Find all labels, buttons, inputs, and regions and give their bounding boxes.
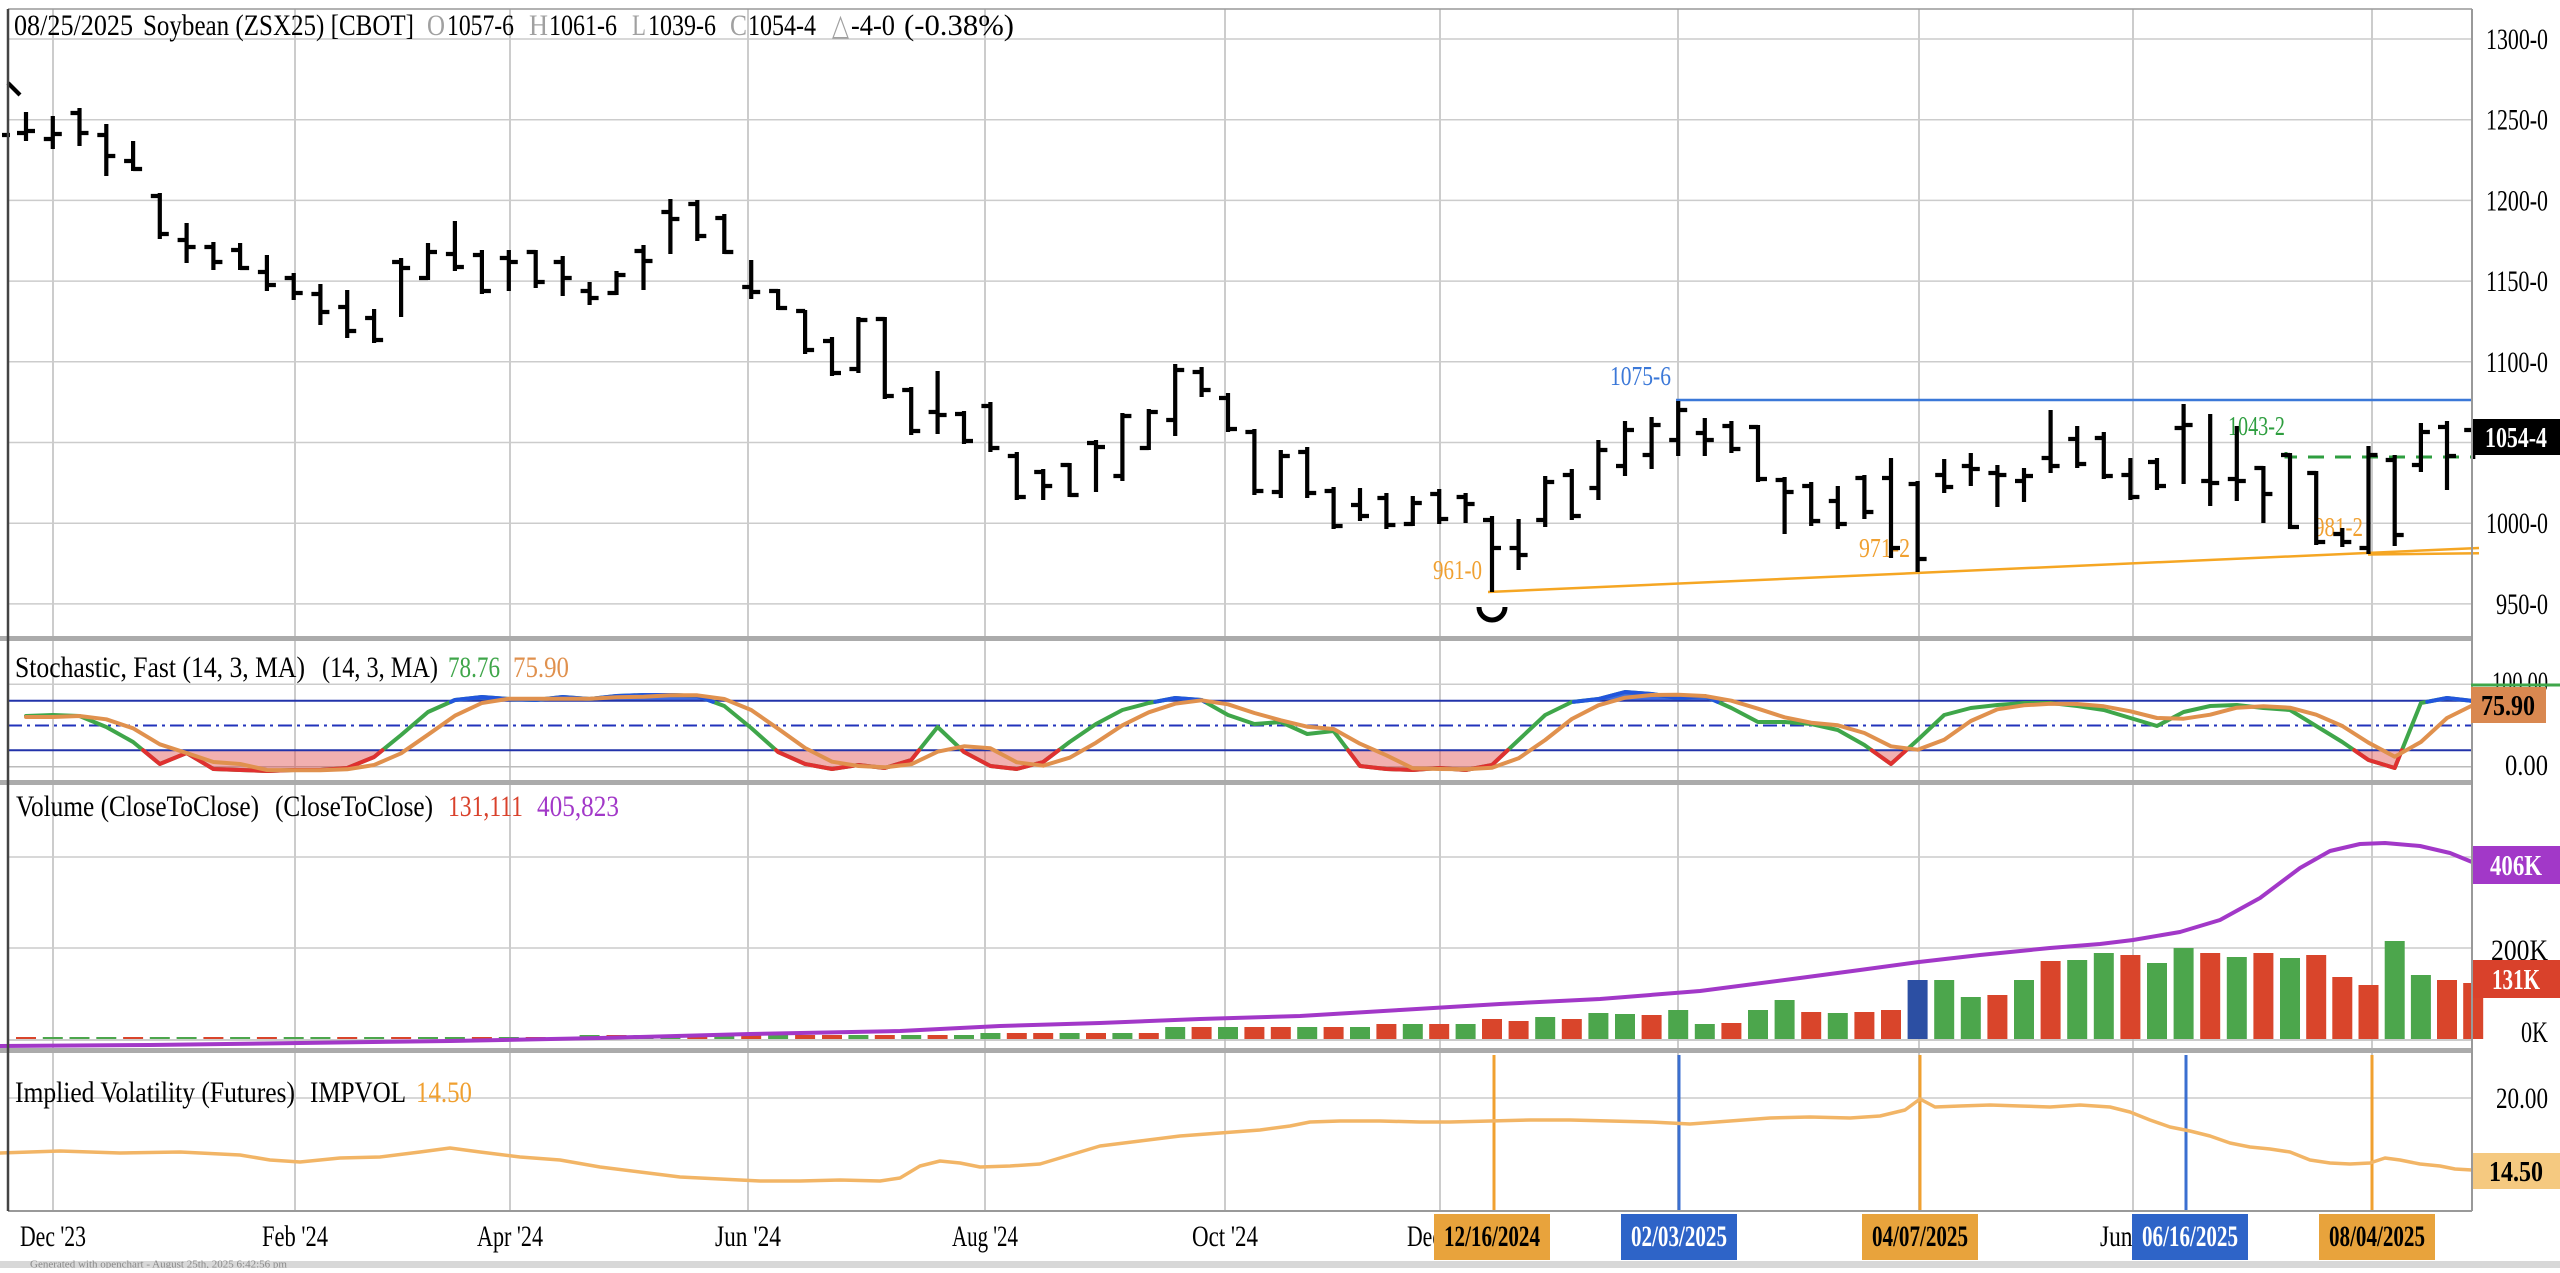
svg-text:12/16/2024: 12/16/2024 — [1444, 1220, 1540, 1253]
svg-text:950-0: 950-0 — [2496, 588, 2548, 621]
svg-text:1054-4: 1054-4 — [748, 9, 816, 42]
svg-text:02/03/2025: 02/03/2025 — [1631, 1220, 1727, 1253]
svg-text:Volume (CloseToClose): Volume (CloseToClose) — [16, 790, 259, 823]
svg-text:IMPVOL: IMPVOL — [310, 1076, 406, 1109]
svg-text:1061-6: 1061-6 — [549, 9, 617, 42]
svg-text:08/04/2025: 08/04/2025 — [2329, 1220, 2425, 1253]
svg-text:1054-4: 1054-4 — [2485, 422, 2547, 454]
svg-text:Stochastic, Fast (14, 3, MA): Stochastic, Fast (14, 3, MA) — [15, 651, 305, 684]
svg-text:(CloseToClose): (CloseToClose) — [275, 790, 433, 823]
svg-text:981-2: 981-2 — [2314, 512, 2363, 542]
svg-text:Generated with openchart - Aug: Generated with openchart - August 25th, … — [30, 1259, 287, 1269]
svg-text:1039-6: 1039-6 — [648, 9, 716, 42]
svg-text:(14, 3, MA): (14, 3, MA) — [322, 651, 438, 684]
svg-text:961-0: 961-0 — [1433, 555, 1482, 585]
svg-text:-4-0: -4-0 — [851, 9, 895, 42]
svg-text:1000-0: 1000-0 — [2486, 507, 2548, 540]
svg-text:H: H — [529, 9, 548, 42]
svg-text:405,823: 405,823 — [537, 790, 619, 823]
svg-text:O: O — [427, 9, 445, 42]
svg-text:1200-0: 1200-0 — [2486, 184, 2548, 217]
svg-text:Feb '24: Feb '24 — [262, 1220, 328, 1253]
svg-text:Aug '24: Aug '24 — [952, 1220, 1018, 1253]
svg-text:406K: 406K — [2490, 850, 2542, 882]
svg-text:1300-0: 1300-0 — [2486, 23, 2548, 56]
svg-text:1100-0: 1100-0 — [2486, 346, 2548, 379]
svg-text:Oct '24: Oct '24 — [1192, 1220, 1258, 1253]
svg-text:06/16/2025: 06/16/2025 — [2142, 1220, 2238, 1253]
svg-text:20.00: 20.00 — [2496, 1082, 2548, 1115]
svg-text:Implied Volatility (Futures): Implied Volatility (Futures) — [15, 1076, 295, 1109]
svg-text:△: △ — [832, 9, 849, 42]
svg-text:14.50: 14.50 — [416, 1076, 472, 1109]
svg-text:1075-6: 1075-6 — [1610, 361, 1671, 391]
svg-text:75.90: 75.90 — [513, 651, 569, 684]
svg-text:78.76: 78.76 — [448, 651, 500, 684]
svg-text:0K: 0K — [2521, 1016, 2548, 1049]
svg-text:Dec '23: Dec '23 — [20, 1220, 86, 1253]
svg-text:131K: 131K — [2492, 964, 2540, 996]
svg-text:Soybean (ZSX25) [CBOT]: Soybean (ZSX25) [CBOT] — [143, 9, 414, 42]
svg-text:0.00: 0.00 — [2505, 749, 2548, 782]
svg-text:131,111: 131,111 — [448, 790, 523, 823]
svg-text:08/25/2025: 08/25/2025 — [14, 9, 133, 42]
svg-text:75.90: 75.90 — [2481, 690, 2535, 722]
svg-text:(-0.38%): (-0.38%) — [904, 9, 1014, 42]
svg-text:14.50: 14.50 — [2489, 1156, 2543, 1188]
svg-text:Apr '24: Apr '24 — [477, 1220, 543, 1253]
svg-text:C: C — [730, 9, 747, 42]
svg-text:1250-0: 1250-0 — [2486, 104, 2548, 137]
svg-text:L: L — [632, 9, 646, 42]
svg-text:Jun '24: Jun '24 — [715, 1220, 781, 1253]
svg-text:971-2: 971-2 — [1859, 533, 1910, 563]
svg-text:1057-6: 1057-6 — [447, 9, 514, 42]
svg-text:1150-0: 1150-0 — [2486, 265, 2548, 298]
svg-text:04/07/2025: 04/07/2025 — [1872, 1220, 1968, 1253]
